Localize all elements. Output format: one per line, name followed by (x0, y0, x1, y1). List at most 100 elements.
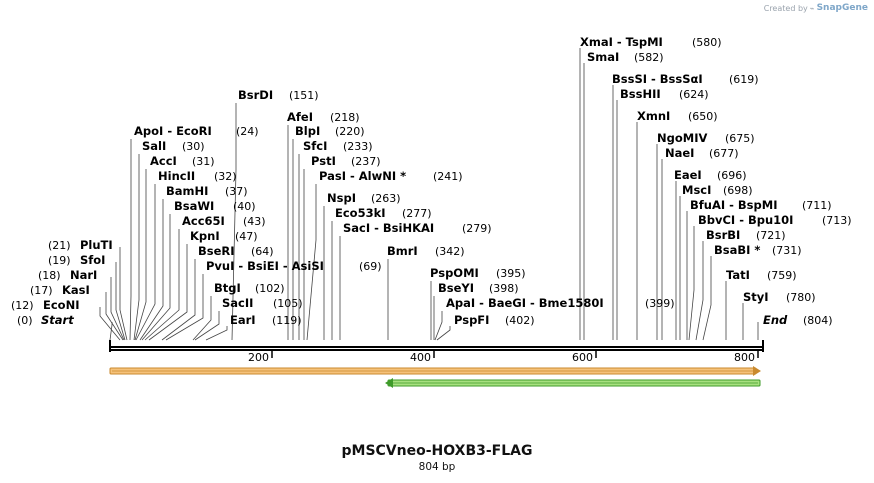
site-name[interactable]: ApoI - EcoRI (134, 124, 212, 138)
scale-tick-label: 600 (572, 351, 593, 364)
site-position: (677) (709, 147, 739, 160)
site-name[interactable]: BsrDI (238, 88, 273, 102)
site-name[interactable]: BsrBI (706, 228, 740, 242)
site-position: (64) (251, 245, 274, 258)
construct-length: 804 bp (418, 461, 456, 473)
site-name[interactable]: StyI (743, 290, 769, 304)
site-position: (31) (192, 155, 215, 168)
site-position: (731) (772, 244, 802, 257)
site-name[interactable]: Eco53kI (335, 206, 386, 220)
end-position: (804) (803, 314, 833, 327)
site-name[interactable]: BtgI (214, 281, 241, 295)
site-position: (580) (692, 36, 722, 49)
site-position: (399) (645, 297, 675, 310)
site-name[interactable]: BssSI - BssSαI (612, 72, 703, 86)
site-name[interactable]: EcoNI (43, 298, 79, 312)
site-name[interactable]: BsaWI (174, 199, 214, 213)
site-name[interactable]: PstI (311, 154, 336, 168)
site-name[interactable]: BmrI (387, 244, 418, 258)
site-name[interactable]: BsaBI * (714, 243, 760, 257)
site-position: (40) (233, 200, 256, 213)
feature-reverse-arrow[interactable] (385, 378, 761, 388)
site-position: (30) (182, 140, 205, 153)
site-position: (650) (688, 110, 718, 123)
site-name[interactable]: NspI (327, 191, 356, 205)
site-name[interactable]: AccI (150, 154, 177, 168)
site-position: (37) (225, 185, 248, 198)
site-position: (395) (496, 267, 526, 280)
site-name[interactable]: SacI - BsiHKAI (343, 221, 434, 235)
dna-backbone (109, 340, 764, 352)
site-name[interactable]: SacII (222, 296, 253, 310)
site-position: (277) (402, 207, 432, 220)
site-name[interactable]: KasI (62, 283, 90, 297)
site-position: (279) (462, 222, 492, 235)
site-name[interactable]: EaeI (674, 168, 702, 182)
site-name[interactable]: SfcI (303, 139, 327, 153)
site-position: (12) (11, 299, 34, 312)
site-position: (220) (335, 125, 365, 138)
leader-lines (99, 48, 759, 341)
site-name[interactable]: PspFI (454, 313, 489, 327)
site-position: (102) (255, 282, 285, 295)
site-name[interactable]: BamHI (166, 184, 208, 198)
site-name[interactable]: MscI (682, 183, 711, 197)
site-position: (17) (30, 284, 53, 297)
restriction-map: 200 400 600 800 (11, 35, 852, 388)
site-name[interactable]: AfeI (287, 110, 313, 124)
credit-prefix: Created by (763, 3, 808, 13)
feature-forward-arrow[interactable] (109, 366, 761, 376)
start-label: Start (41, 313, 74, 327)
site-name[interactable]: BseYI (438, 281, 474, 295)
site-name[interactable]: XmaI - TspMI (580, 35, 663, 49)
site-position: (47) (235, 230, 258, 243)
site-name[interactable]: TatI (726, 268, 750, 282)
site-position: (696) (717, 169, 747, 182)
site-name[interactable]: Acc65I (182, 214, 225, 228)
site-name[interactable]: PasI - AlwNI * (319, 169, 406, 183)
site-position: (237) (351, 155, 381, 168)
site-position: (759) (767, 269, 797, 282)
start-position: (0) (17, 314, 33, 327)
site-name[interactable]: KpnI (190, 229, 220, 243)
site-position: (19) (48, 254, 71, 267)
site-name[interactable]: NgoMIV (657, 131, 707, 145)
site-name[interactable]: HincII (158, 169, 195, 183)
features (109, 366, 761, 388)
site-position: (18) (38, 269, 61, 282)
site-name[interactable]: BfuAI - BspMI (690, 198, 777, 212)
site-name[interactable]: BlpI (295, 124, 320, 138)
site-name[interactable]: BbvCI - Bpu10I (698, 213, 793, 227)
site-position: (24) (236, 125, 259, 138)
site-position: (43) (243, 215, 266, 228)
site-name[interactable]: NaeI (665, 146, 694, 160)
site-name[interactable]: SfoI (80, 253, 105, 267)
site-name[interactable]: XmnI (637, 109, 670, 123)
site-name[interactable]: SalI (142, 139, 166, 153)
site-name[interactable]: PspOMI (430, 266, 479, 280)
site-position: (698) (723, 184, 753, 197)
scale-tick-label: 200 (248, 351, 269, 364)
site-name[interactable]: PluTI (80, 238, 113, 252)
site-name[interactable]: BseRI (198, 244, 235, 258)
site-position: (713) (822, 214, 852, 227)
scale-tick-label: 800 (734, 351, 755, 364)
left-site-labels: (21) PluTI (19) SfoI (18) NarI (17) KasI… (11, 238, 113, 327)
end-label: End (763, 313, 788, 327)
site-name[interactable]: EarI (230, 313, 256, 327)
site-name[interactable]: SmaI (587, 50, 619, 64)
site-position: (780) (786, 291, 816, 304)
site-position: (263) (371, 192, 401, 205)
site-position: (32) (214, 170, 237, 183)
site-name[interactable]: ApaI - BaeGI - Bme1580I (446, 296, 604, 310)
site-position: (619) (729, 73, 759, 86)
scale-tick-label: 400 (410, 351, 431, 364)
site-name[interactable]: NarI (70, 268, 97, 282)
site-position: (218) (330, 111, 360, 124)
site-name[interactable]: BssHII (620, 87, 661, 101)
site-position: (402) (505, 314, 535, 327)
site-position: (151) (289, 89, 319, 102)
site-position: (582) (634, 51, 664, 64)
site-name[interactable]: PvuI - BsiEI - AsiSI (206, 259, 324, 273)
site-position: (721) (756, 229, 786, 242)
